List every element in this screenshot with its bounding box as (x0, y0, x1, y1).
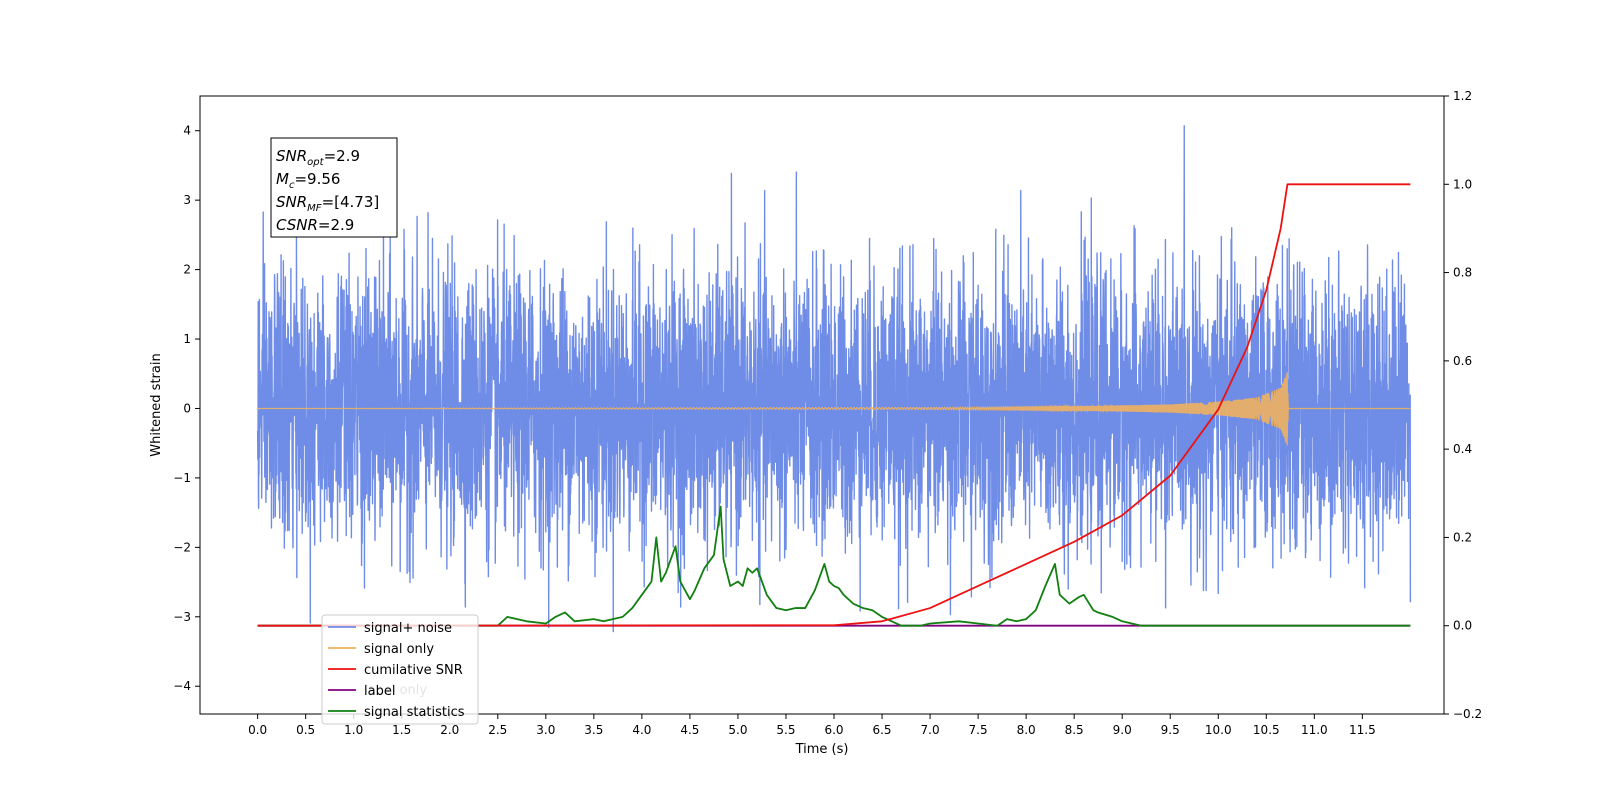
y-tick-label-right: 1.2 (1453, 89, 1472, 103)
y-tick-label-right: 0.8 (1453, 266, 1472, 280)
x-tick-label: 1.0 (344, 723, 363, 737)
y-tick-label-right: 0.2 (1453, 530, 1472, 544)
x-tick-label: 6.5 (872, 723, 891, 737)
y-axis-label: Whitened strain (149, 353, 164, 456)
legend-label: signal only (364, 642, 434, 657)
y-tick-label-left: 2 (183, 263, 191, 277)
x-tick-label: 9.0 (1113, 723, 1132, 737)
annotation-line: Mc=9.56 (276, 170, 340, 191)
x-tick-label: 0.0 (248, 723, 267, 737)
x-tick-label: 10.0 (1205, 723, 1232, 737)
x-tick-label: 5.5 (776, 723, 795, 737)
legend-label: signal+ noise (364, 621, 452, 636)
y-tick-label-left: 3 (183, 193, 191, 207)
series-signal-noise (256, 125, 1412, 633)
y-tick-label-left: −1 (173, 471, 191, 485)
x-tick-label: 2.0 (440, 723, 459, 737)
x-tick-label: 3.5 (584, 723, 603, 737)
x-tick-label: 6.0 (824, 723, 843, 737)
x-tick-label: 11.0 (1301, 723, 1328, 737)
y-tick-label-right: 0.4 (1453, 442, 1472, 456)
x-tick-label: 2.5 (488, 723, 507, 737)
x-tick-label: 5.0 (728, 723, 747, 737)
y-axis-left: −4 −3 −2 −1 0 1 2 3 4 (173, 124, 200, 693)
series-signal-only (257, 372, 1411, 446)
legend-frame (321, 614, 479, 725)
x-tick-label: 3.0 (536, 723, 555, 737)
x-axis: 0.0 0.5 1.0 1.5 2.0 2.5 3.0 3.5 4.0 4.5 5.0 5.5 6.0 6… (248, 714, 1376, 737)
annotation-line: SNRopt=2.9 (276, 147, 360, 168)
x-tick-label: 7.5 (969, 723, 988, 737)
x-tick-label: 1.5 (392, 723, 411, 737)
x-tick-label: 4.5 (680, 723, 699, 737)
legend-label: signal statistics (364, 705, 465, 720)
y-axis-right: −0.2 0.0 0.2 0.4 0.6 0.8 1.0 1.2 (1444, 89, 1482, 721)
y-tick-label-right: 0.0 (1453, 619, 1472, 633)
x-tick-label: 10.5 (1253, 723, 1280, 737)
y-tick-label-left: 4 (183, 124, 191, 138)
y-tick-label-left: −2 (173, 540, 191, 554)
x-tick-label: 11.5 (1349, 723, 1376, 737)
x-axis-label: Time (s) (795, 742, 849, 757)
x-tick-label: 0.5 (296, 723, 315, 737)
annotation-line: SNRMF=[4.73] (276, 193, 379, 214)
x-tick-label: 9.5 (1161, 723, 1180, 737)
y-tick-label-right: −0.2 (1453, 707, 1482, 721)
x-tick-label: 4.0 (632, 723, 651, 737)
y-tick-label-left: 0 (183, 401, 191, 415)
legend-label: label (364, 684, 395, 699)
x-tick-label: 8.5 (1065, 723, 1084, 737)
series-cumulative-snr (257, 183, 1411, 627)
axes-frame (199, 95, 1445, 715)
y-tick-label-right: 0.6 (1453, 354, 1472, 368)
y-tick-label-left: −3 (173, 610, 191, 624)
legend-label: cumilative SNR (364, 663, 463, 678)
x-tick-label: 8.0 (1017, 723, 1036, 737)
annotation-frame (270, 137, 398, 238)
y-tick-label-left: −4 (173, 679, 191, 693)
series-signal-statistics (257, 505, 1411, 627)
x-tick-label: 7.0 (921, 723, 940, 737)
y-tick-label-right: 1.0 (1453, 177, 1472, 191)
y-tick-label-left: 1 (183, 332, 191, 346)
annotation-line: CSNR=2.9 (276, 216, 354, 234)
